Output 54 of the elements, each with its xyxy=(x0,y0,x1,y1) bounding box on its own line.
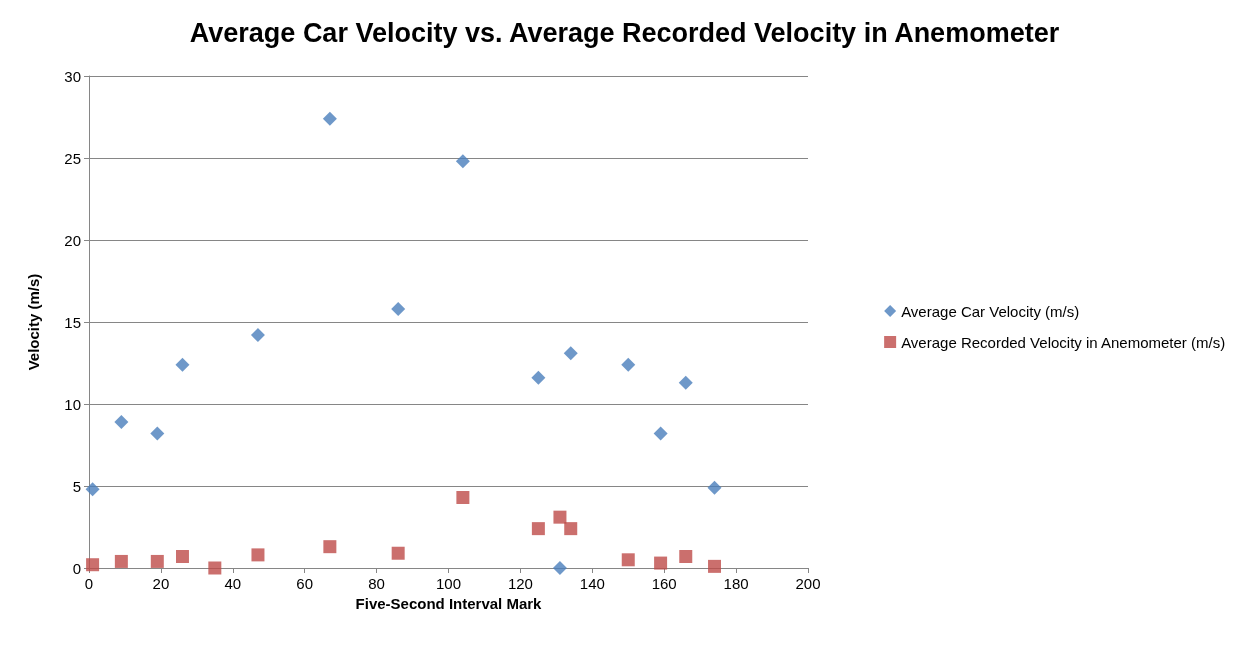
x-tick-label: 160 xyxy=(651,575,677,592)
x-tick-label: 60 xyxy=(296,575,314,592)
x-tick-label: 20 xyxy=(152,575,170,592)
y-axis-title: Velocity (m/s) xyxy=(25,273,42,371)
point xyxy=(564,522,578,536)
y-tick-label: 10 xyxy=(64,395,81,413)
point xyxy=(563,346,578,361)
point xyxy=(251,548,265,562)
x-tick-label: 80 xyxy=(368,575,385,592)
point xyxy=(678,375,693,390)
y-tick-label: 25 xyxy=(64,149,81,167)
point xyxy=(114,554,128,568)
x-tick-label: 200 xyxy=(795,575,821,592)
point xyxy=(175,550,189,564)
legend-label: Average Recorded Velocity in Anemometer (m/s) xyxy=(901,333,1226,351)
point xyxy=(322,111,337,126)
x-tick-label: 120 xyxy=(507,575,533,592)
y-tick-label: 15 xyxy=(64,313,81,331)
point xyxy=(553,510,567,524)
point xyxy=(531,370,546,385)
x-tick-label: 40 xyxy=(224,575,242,592)
point xyxy=(654,556,668,570)
chart-title: Average Car Velocity vs. Average Recorded Velocity in Anemometer xyxy=(189,17,1060,48)
y-tick-label: 5 xyxy=(72,477,81,495)
point xyxy=(621,553,635,567)
point xyxy=(114,415,129,430)
x-tick-label: 140 xyxy=(579,575,605,592)
x-tick-label: 100 xyxy=(435,575,462,592)
point xyxy=(175,357,190,372)
y-tick-label: 0 xyxy=(72,559,81,577)
point xyxy=(708,559,722,573)
point xyxy=(391,301,406,316)
y-tick-label: 30 xyxy=(64,67,81,85)
point xyxy=(621,357,636,372)
point xyxy=(456,490,470,504)
point xyxy=(208,561,222,575)
point xyxy=(250,328,265,343)
point xyxy=(531,522,545,536)
point xyxy=(391,546,405,560)
point xyxy=(552,561,567,575)
point xyxy=(85,482,100,497)
point xyxy=(455,154,470,169)
x-tick-label: 180 xyxy=(723,575,749,592)
point xyxy=(150,426,165,441)
point xyxy=(86,558,100,572)
point xyxy=(679,550,693,564)
x-tick-label: 0 xyxy=(84,575,94,592)
point xyxy=(323,540,337,554)
x-axis-title: Five-Second Interval Mark xyxy=(355,595,543,612)
point xyxy=(707,480,722,495)
y-tick-label: 20 xyxy=(64,231,81,249)
point xyxy=(150,554,164,568)
legend-label: Average Car Velocity (m/s) xyxy=(901,302,1080,320)
point xyxy=(653,426,668,441)
